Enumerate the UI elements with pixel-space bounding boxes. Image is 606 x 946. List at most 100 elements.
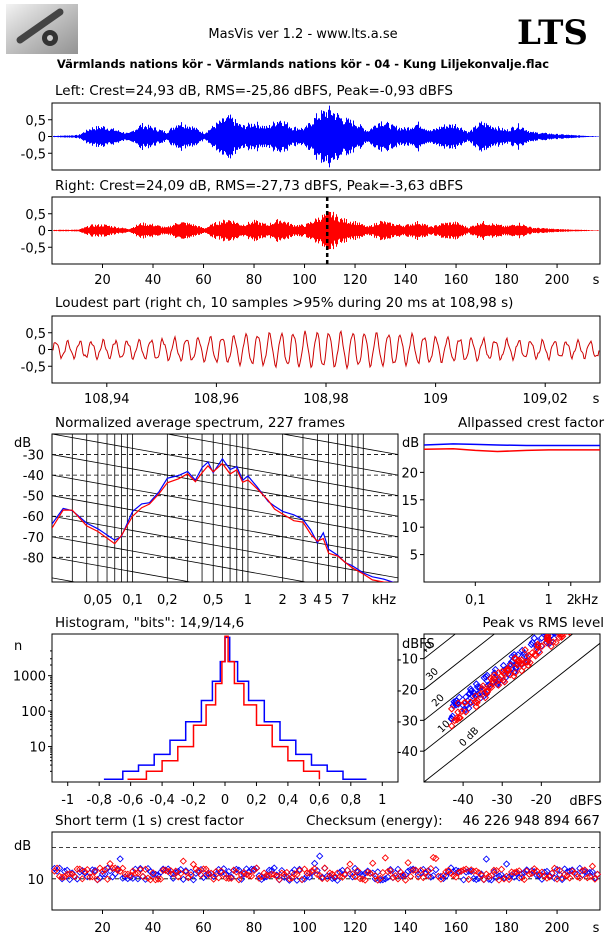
spectrum-series-left	[52, 457, 395, 582]
spectrum-ytick-label: -60	[23, 510, 44, 525]
short-term-point-right	[384, 867, 392, 876]
short-term-point-left	[237, 875, 246, 883]
right-waveform-xtick-label: 200	[545, 273, 570, 288]
short-term-point-right	[510, 869, 518, 877]
short-term-point-left	[361, 869, 369, 877]
histogram-xtick-label: -0,8	[86, 793, 111, 808]
short-term-point-right	[376, 874, 384, 883]
spectrum-ytick-label: -70	[23, 531, 44, 546]
short-term-point-right	[313, 870, 321, 879]
peak-rms-diagonal-label: 40	[418, 640, 435, 657]
short-term-point-left	[379, 876, 387, 884]
short-term-point-right	[81, 867, 89, 876]
short-term-point-left	[439, 874, 448, 883]
peak-rms-point-right	[523, 658, 532, 666]
short-term-point-left	[427, 873, 435, 881]
short-term-point-left	[566, 867, 574, 875]
allpassed-ytick-label: 10	[401, 521, 418, 536]
short-term-point-right	[308, 867, 316, 875]
short-term-point-left	[313, 866, 321, 875]
short-term-point-right	[386, 867, 395, 875]
short-term-point-right	[204, 870, 213, 879]
spectrum-xtick-label: 0,5	[203, 593, 224, 608]
spectrum-slope-line	[280, 434, 398, 455]
short-term-point-right	[156, 875, 165, 883]
short-term-point-right	[235, 876, 243, 884]
peak-rms-point-left	[447, 714, 456, 723]
spectrum-slope-line	[52, 495, 398, 558]
loudest-part-series-right	[52, 329, 600, 371]
allpassed-ytick-label: 15	[401, 494, 418, 509]
histogram-ytick-label: 100	[21, 705, 46, 720]
short-term-point-left	[116, 855, 124, 863]
loudest-part-panel: 0,5 0-0,5 108,94 108,96 108,98 109 109,02 s	[21, 315, 601, 407]
loudest-part-xtick-label: 108,96	[194, 392, 240, 407]
peak-rms-point-left	[553, 634, 559, 637]
spectrum-xunit-label: kHz	[372, 593, 396, 608]
spectrum-title: Normalized average spectrum, 227 frames	[55, 415, 345, 431]
peak-rms-point-right	[558, 634, 567, 640]
short-term-point-right	[346, 860, 354, 868]
spectrum-slope-line	[52, 434, 398, 497]
short-term-point-left	[543, 867, 551, 876]
peak-rms-point-right	[544, 634, 552, 640]
logo-photo	[6, 4, 78, 54]
peak-rms-point-right	[514, 657, 522, 665]
peak-rms-point-left	[467, 687, 475, 695]
short-term-point-left	[482, 855, 490, 863]
short-term-point-right	[583, 874, 592, 882]
short-term-xtick-label: 180	[494, 921, 519, 936]
allpassed-xtick-label: 2	[567, 593, 575, 608]
short-term-point-right	[121, 870, 129, 878]
short-term-point-right	[245, 871, 253, 880]
short-term-point-right	[406, 872, 415, 881]
right-waveform-ytick-label: 0,5	[25, 208, 46, 223]
short-term-point-right	[141, 865, 150, 874]
peak-rms-point-left	[510, 651, 518, 659]
short-term-xtick-label: 60	[195, 921, 212, 936]
short-term-point-right	[515, 867, 523, 875]
short-term-point-right	[298, 875, 306, 884]
short-term-point-right	[131, 869, 139, 877]
short-term-point-right	[361, 876, 369, 884]
peak-rms-point-right	[454, 699, 463, 707]
short-term-point-left	[177, 865, 185, 874]
peak-rms-point-right	[504, 666, 512, 674]
short-term-point-left	[179, 875, 187, 883]
peak-rms-diagonal	[424, 642, 600, 782]
short-term-point-right	[232, 868, 240, 876]
short-term-point-right	[500, 875, 508, 883]
peak-rms-point-right	[483, 687, 492, 695]
right-waveform-panel: 0,5 0-0,5 20 40 60 80 100 120 140 160 180 200 s	[21, 196, 601, 288]
short-term-point-left	[129, 874, 137, 882]
spectrum-plot-area	[52, 434, 398, 582]
short-term-point-right	[356, 874, 364, 883]
spectrum-panel: -30 -40 -50 -60 -70 -80 0,05 0,1 0,2 0,5 1 2 3 4 5 7 kHz	[23, 433, 399, 608]
peak-rms-point-right	[488, 677, 497, 685]
short-term-point-right	[470, 867, 478, 876]
short-term-point-right	[98, 867, 107, 875]
peak-rms-frame	[423, 633, 601, 783]
short-term-point-right	[285, 875, 294, 883]
peak-rms-point-right	[567, 634, 572, 636]
right-channel-title: Right: Crest=24,09 dB, RMS=-27,73 dBFS, …	[55, 178, 463, 194]
short-term-point-right	[182, 868, 190, 876]
short-term-point-right	[485, 872, 493, 880]
short-term-point-right	[578, 867, 586, 875]
short-term-point-right	[412, 866, 420, 874]
peak-rms-point-right	[473, 696, 482, 705]
loudest-part-title: Loudest part (right ch, 10 samples >95% …	[55, 295, 513, 311]
short-term-point-right	[351, 872, 359, 881]
short-term-point-left	[134, 875, 142, 883]
peak-rms-xtick-label: -20	[531, 793, 552, 808]
peak-rms-point-right	[490, 671, 498, 679]
loudest-part-ytick-label: 0,5	[25, 327, 46, 342]
short-term-point-right	[199, 865, 208, 873]
short-term-point-right	[576, 874, 584, 882]
short-term-point-left	[523, 866, 531, 874]
short-term-point-left	[553, 865, 561, 874]
short-term-point-right	[442, 868, 450, 876]
spectrum-xtick-label: 0,05	[83, 593, 112, 608]
short-term-point-right	[399, 871, 407, 879]
